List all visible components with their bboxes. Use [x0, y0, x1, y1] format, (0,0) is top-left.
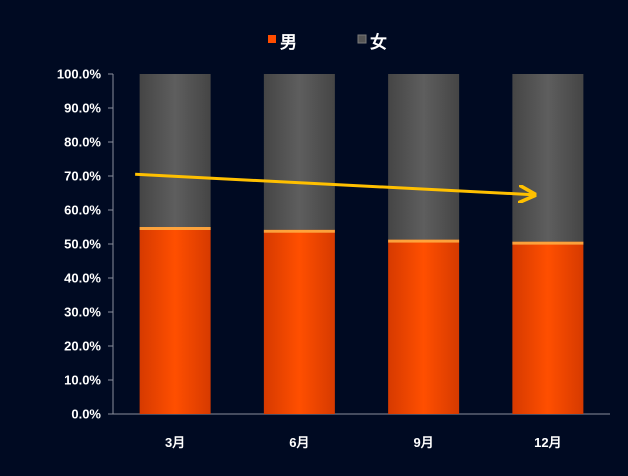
y-tick-label: 20.0%	[64, 339, 101, 354]
y-tick-label: 40.0%	[64, 271, 101, 286]
y-tick-label: 100.0%	[57, 67, 102, 82]
bar-segment-female	[139, 74, 211, 227]
bar-segment-male	[263, 229, 335, 414]
legend: 男女	[268, 32, 387, 52]
bar-highlight	[388, 239, 460, 243]
bars	[139, 74, 584, 414]
bar-segment-male	[139, 227, 211, 414]
y-tick-label: 30.0%	[64, 305, 101, 320]
axes: 0.0% 10.0% 20.0% 30.0% 40.0% 50.0% 60.0% 70.0% 8…	[57, 67, 610, 450]
bar-highlight	[263, 229, 335, 233]
legend-label: 女	[370, 32, 387, 52]
x-tick-label: 6月	[289, 435, 309, 450]
trend-arrow	[135, 172, 533, 194]
bar-segment-female	[512, 74, 584, 242]
y-tick-label: 70.0%	[64, 169, 101, 184]
y-tick-label: 90.0%	[64, 101, 101, 116]
legend-label: 男	[280, 33, 297, 52]
bar-highlight	[139, 227, 211, 230]
bar-segment-male	[512, 241, 584, 414]
bar-segment-male	[388, 239, 460, 414]
x-tick-label: 9月	[414, 435, 434, 450]
x-tick-label: 12月	[534, 435, 561, 450]
y-tick-label: 0.0%	[71, 407, 101, 422]
legend-swatch	[357, 34, 367, 44]
y-tick-label: 10.0%	[64, 373, 101, 388]
annotations	[135, 172, 533, 194]
bar-segment-female	[388, 74, 460, 240]
bar-segment-female	[263, 74, 335, 230]
y-tick-label: 50.0%	[64, 237, 101, 252]
bar-highlight	[512, 241, 584, 245]
legend-swatch	[268, 35, 276, 43]
y-tick-label: 80.0%	[64, 135, 101, 150]
y-tick-label: 60.0%	[64, 203, 101, 218]
x-tick-label: 3月	[165, 435, 185, 450]
